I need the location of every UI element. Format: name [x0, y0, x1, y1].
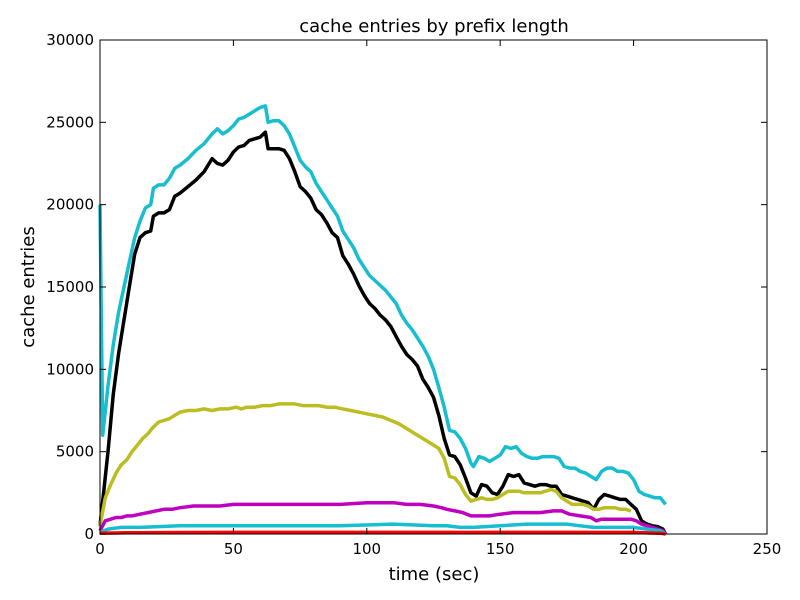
- x-tick-label: 200: [619, 540, 648, 558]
- series-line-1: [98, 104, 667, 506]
- x-tick-label: 250: [753, 540, 782, 558]
- ticks-layer: 0 50 100 150 200 250 0 5000 10000 15000 20000 25000…: [46, 31, 781, 558]
- x-tick-label: 150: [486, 540, 515, 558]
- series-line-3: [98, 402, 632, 527]
- y-tick-label: 10000: [46, 360, 94, 378]
- y-tick-label: 25000: [46, 113, 94, 131]
- x-tick-label: 50: [224, 540, 243, 558]
- series-line-4: [98, 500, 667, 536]
- series-line-5: [99, 522, 667, 536]
- y-tick-label: 30000: [46, 31, 94, 49]
- series-layer: [98, 104, 668, 536]
- y-tick-label: 20000: [46, 196, 94, 214]
- y-tick-label: 5000: [56, 443, 94, 461]
- x-tick-label: 0: [95, 540, 105, 558]
- y-tick-label: 15000: [46, 278, 94, 296]
- x-tick-label: 100: [352, 540, 381, 558]
- x-axis-title: time (sec): [389, 564, 480, 585]
- y-axis-title: cache entries: [18, 226, 39, 347]
- series-line-2: [98, 130, 668, 535]
- chart-title: cache entries by prefix length: [299, 16, 569, 37]
- series-line-6: [99, 530, 666, 536]
- y-tick-label: 0: [84, 525, 94, 543]
